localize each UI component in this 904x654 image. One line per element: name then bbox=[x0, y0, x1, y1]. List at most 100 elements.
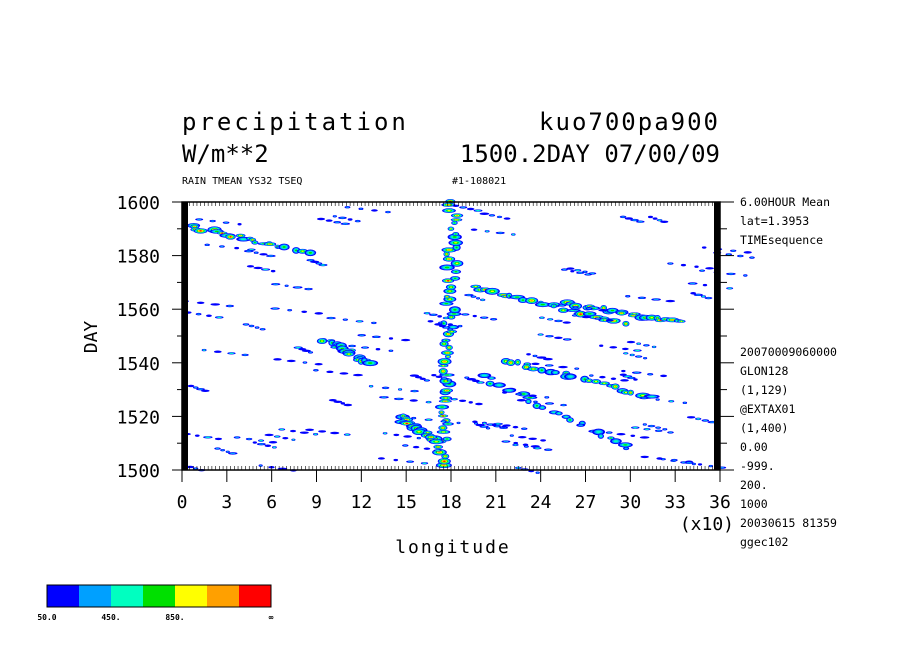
heatmap-cell bbox=[427, 401, 430, 403]
heatmap-cell bbox=[247, 438, 251, 440]
heatmap-cell bbox=[210, 220, 215, 222]
info-panel-top: 6.00HOUR Mean lat=1.3953 TIMEsequence bbox=[740, 195, 830, 247]
colorbar-swatch bbox=[143, 585, 175, 607]
heatmap-cell bbox=[656, 457, 663, 460]
heatmap-cell bbox=[738, 255, 743, 257]
heatmap-cell bbox=[479, 212, 490, 215]
heatmap-cell bbox=[309, 351, 312, 354]
heatmap-cell bbox=[282, 246, 286, 248]
heatmap-cell bbox=[495, 425, 500, 427]
heatmap-cell bbox=[405, 419, 408, 421]
heatmap-cell bbox=[434, 441, 439, 443]
heatmap-cell bbox=[701, 246, 707, 249]
heatmap-cell bbox=[444, 303, 449, 305]
heatmap-cell bbox=[343, 319, 347, 321]
x-tick-label: 21 bbox=[485, 492, 507, 513]
heatmap-cell bbox=[423, 447, 431, 450]
heatmap-cell bbox=[621, 216, 625, 218]
info-line: -999. bbox=[740, 459, 775, 473]
heatmap-cell bbox=[454, 242, 458, 244]
heatmap-cell bbox=[531, 362, 540, 366]
heatmap-cell bbox=[442, 365, 445, 367]
heatmap-cell bbox=[452, 236, 457, 238]
heatmap-cell bbox=[564, 416, 568, 418]
heatmap-cell bbox=[697, 463, 703, 466]
heatmap-cell bbox=[695, 294, 701, 296]
heatmap-cell bbox=[288, 309, 291, 311]
heatmap-cell bbox=[301, 250, 304, 252]
heatmap-cell bbox=[403, 444, 408, 447]
heatmap-cell bbox=[501, 425, 507, 428]
heatmap-cell bbox=[446, 296, 448, 298]
heatmap-cell bbox=[440, 411, 443, 414]
heatmap-cell bbox=[517, 435, 527, 439]
heatmap-cell bbox=[409, 399, 418, 402]
heatmap-cell bbox=[474, 285, 477, 288]
heatmap-cell bbox=[187, 384, 195, 388]
heatmap-cell bbox=[435, 375, 443, 378]
heatmap-cell bbox=[503, 440, 509, 443]
heatmap-cell bbox=[630, 434, 636, 438]
x-multiplier: (x10) bbox=[680, 514, 734, 535]
heatmap-cell bbox=[728, 273, 734, 275]
heatmap-cell bbox=[463, 313, 468, 316]
heatmap-cell bbox=[194, 386, 198, 389]
heatmap-cell bbox=[367, 362, 373, 364]
heatmap-cell bbox=[330, 431, 340, 435]
heatmap-cell bbox=[502, 391, 508, 394]
heatmap-cell bbox=[680, 263, 687, 267]
heatmap-cell bbox=[198, 388, 203, 390]
x-tick-label: 9 bbox=[311, 492, 322, 513]
heatmap-cell bbox=[296, 347, 300, 349]
heatmap-cell bbox=[557, 412, 561, 415]
heatmap-cell bbox=[633, 426, 637, 429]
minor-ticks bbox=[177, 202, 727, 470]
heatmap-cell bbox=[521, 299, 525, 301]
heatmap-cell bbox=[359, 208, 363, 210]
heatmap-cell bbox=[403, 435, 412, 438]
heatmap-cell bbox=[259, 253, 268, 256]
heatmap-cell bbox=[273, 358, 282, 361]
heatmap-cell bbox=[624, 352, 627, 354]
heatmap-cell bbox=[533, 355, 537, 357]
heatmap-cell bbox=[340, 402, 346, 405]
heatmap-cell bbox=[542, 357, 553, 361]
heatmap-cell bbox=[431, 373, 437, 377]
x-tick-label: 24 bbox=[530, 492, 552, 513]
heatmap-cell bbox=[626, 340, 636, 344]
heatmap-cell bbox=[539, 333, 542, 336]
colorbar-swatch bbox=[239, 585, 271, 607]
heatmap-cell bbox=[457, 422, 460, 424]
heatmap-cell bbox=[728, 287, 731, 289]
heatmap-cell bbox=[534, 401, 537, 403]
heatmap-cell bbox=[568, 375, 573, 378]
heatmap-cell bbox=[609, 346, 618, 349]
heatmap-cell bbox=[381, 396, 387, 398]
heatmap-cell bbox=[229, 352, 234, 354]
heatmap-cell bbox=[625, 375, 630, 377]
heatmap-cell bbox=[599, 344, 604, 347]
heatmap-cell bbox=[320, 340, 324, 342]
heatmap-cell bbox=[686, 462, 692, 464]
heatmap-cell bbox=[528, 394, 537, 397]
heatmap-cell bbox=[362, 346, 368, 349]
heatmap-cell bbox=[199, 230, 202, 232]
heatmap-cell bbox=[186, 465, 195, 469]
heatmap-cell bbox=[486, 230, 489, 232]
heatmap-cell bbox=[325, 219, 333, 222]
heatmap-layer bbox=[181, 199, 755, 474]
heatmap-cell bbox=[481, 316, 487, 319]
heatmap-cell bbox=[596, 430, 602, 434]
heatmap-cell bbox=[454, 271, 458, 273]
heatmap-cell bbox=[214, 437, 223, 441]
heatmap-cell bbox=[625, 323, 627, 325]
heatmap-cell bbox=[444, 374, 450, 376]
heatmap-cell bbox=[703, 419, 708, 422]
heatmap-cell bbox=[660, 220, 669, 223]
heatmap-cell bbox=[314, 312, 324, 315]
heatmap-cell bbox=[444, 266, 450, 269]
heatmap-cell bbox=[405, 422, 408, 425]
subtitle-right: #1-108021 bbox=[452, 176, 506, 187]
heatmap-cell bbox=[578, 424, 584, 427]
heatmap-cell bbox=[449, 286, 453, 288]
